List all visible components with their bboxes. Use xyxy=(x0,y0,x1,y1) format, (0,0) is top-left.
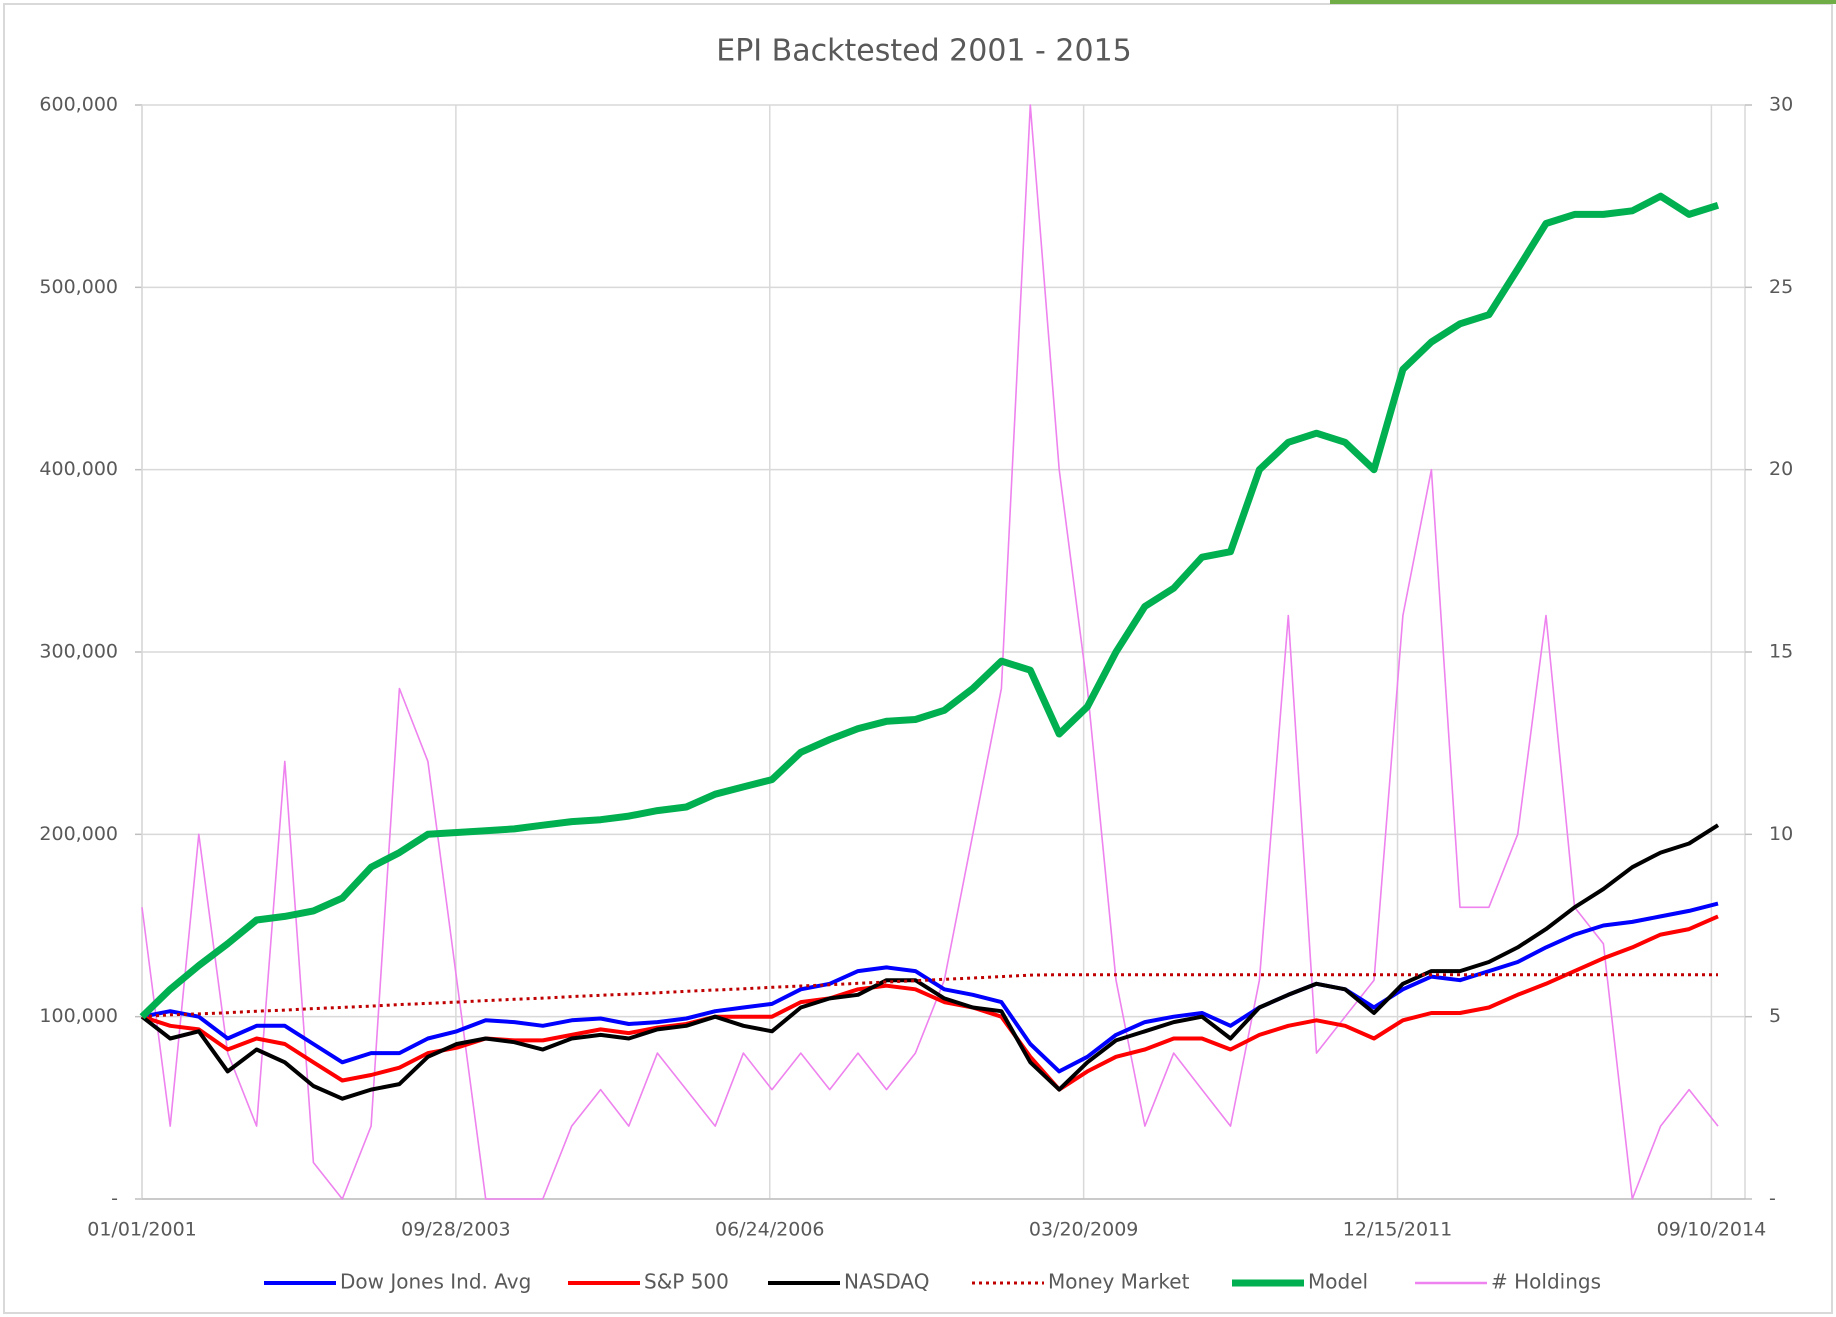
legend-label: Dow Jones Ind. Avg xyxy=(340,1270,531,1294)
legend-label: # Holdings xyxy=(1491,1270,1601,1294)
legend-label: Money Market xyxy=(1048,1270,1190,1294)
y-tick-label: 400,000 xyxy=(39,458,118,480)
y-tick-label: 100,000 xyxy=(39,1005,118,1027)
series-line xyxy=(141,104,1719,1200)
legend-label: S&P 500 xyxy=(644,1270,729,1294)
y-tick-label: 500,000 xyxy=(39,276,118,298)
legend-label: NASDAQ xyxy=(844,1270,929,1294)
corner-accent xyxy=(1330,0,1836,4)
x-tick-label: 01/01/2001 xyxy=(87,1219,197,1241)
y-tick-label: 300,000 xyxy=(39,641,118,663)
x-tick-label: 12/15/2011 xyxy=(1343,1219,1453,1241)
series-line xyxy=(139,192,1720,1020)
y2-tick-label: 20 xyxy=(1769,458,1793,480)
y-tick-label: 200,000 xyxy=(39,823,118,845)
y2-tick-label: 30 xyxy=(1769,94,1793,116)
series-line xyxy=(140,823,1720,1101)
y-tick-label: - xyxy=(111,1188,118,1210)
y2-tick-label: 15 xyxy=(1769,641,1793,663)
y2-tick-label: 5 xyxy=(1769,1005,1781,1027)
y-tick-label: 600,000 xyxy=(39,94,118,116)
x-tick-label: 06/24/2006 xyxy=(715,1219,825,1241)
y2-tick-label: 10 xyxy=(1769,823,1793,845)
series-line xyxy=(141,914,1719,1092)
chart-frame xyxy=(3,3,1833,1314)
y2-tick-label: - xyxy=(1769,1188,1776,1210)
legend-label: Model xyxy=(1308,1270,1368,1294)
y2-tick-label: 25 xyxy=(1769,276,1793,298)
series-line xyxy=(141,901,1719,1074)
x-tick-label: 09/10/2014 xyxy=(1657,1219,1767,1241)
chart-title: EPI Backtested 2001 - 2015 xyxy=(716,34,1132,69)
x-tick-label: 09/28/2003 xyxy=(401,1219,511,1241)
x-tick-label: 03/20/2009 xyxy=(1029,1219,1139,1241)
